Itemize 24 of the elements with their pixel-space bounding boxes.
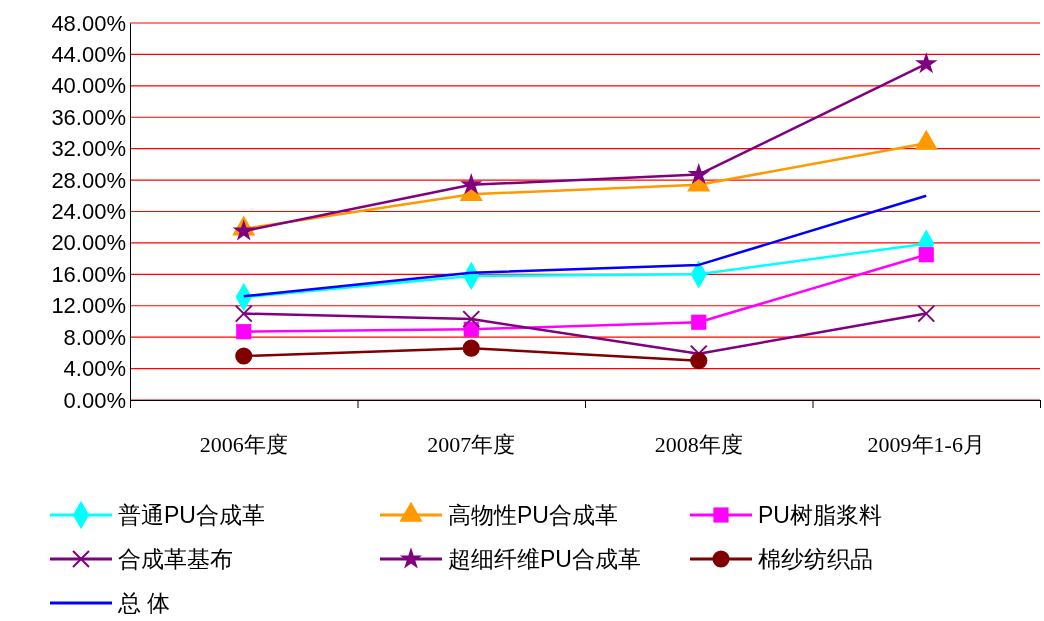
legend-label: PU树脂浆料: [758, 502, 882, 528]
y-tick-label: 48.00%: [51, 10, 126, 36]
y-tick-label: 36.00%: [51, 104, 126, 130]
y-tick-label: 44.00%: [51, 41, 126, 67]
y-tick-label: 12.00%: [51, 293, 126, 319]
x-tick-label: 2008年度: [654, 432, 743, 457]
y-tick-label: 16.00%: [51, 261, 126, 287]
y-tick-label: 32.00%: [51, 136, 126, 162]
legend-label: 普通PU合成革: [118, 502, 265, 528]
y-tick-label: 28.00%: [51, 167, 126, 193]
legend-label: 合成革基布: [118, 546, 233, 572]
y-tick-label: 40.00%: [51, 73, 126, 99]
x-tick-label: 2009年1-6月: [867, 432, 985, 457]
x-tick-label: 2006年度: [199, 432, 288, 457]
y-tick-label: 20.00%: [51, 230, 126, 256]
legend-label: 高物性PU合成革: [448, 502, 618, 528]
y-tick-label: 8.00%: [63, 324, 126, 350]
y-tick-label: 24.00%: [51, 199, 126, 225]
legend-label: 超细纤维PU合成革: [448, 546, 641, 572]
y-tick-label: 4.00%: [63, 356, 126, 382]
x-tick-label: 2007年度: [427, 432, 516, 457]
y-tick-label: 0.00%: [63, 387, 126, 413]
legend-label: 棉纱纺织品: [758, 546, 873, 572]
legend-label: 总 体: [117, 590, 171, 616]
